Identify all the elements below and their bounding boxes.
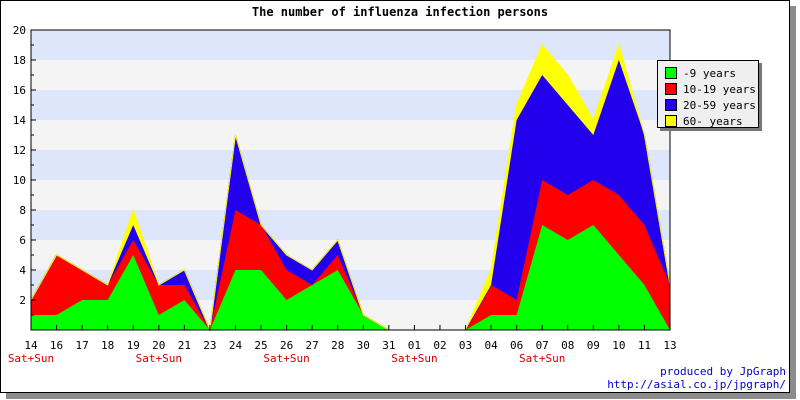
x-tick-label: 07: [536, 339, 549, 352]
x-tick-label: 21: [178, 339, 191, 352]
plot-areas: [30, 43, 671, 332]
x-tick-label: 17: [75, 339, 88, 352]
y-tick-label: 14: [13, 114, 27, 127]
x-tick-label: 03: [459, 339, 472, 352]
series-line-3: [30, 43, 671, 332]
x-tick-label: 28: [331, 339, 344, 352]
frame-shadow-bottom: [6, 393, 796, 399]
weekend-label: Sat+Sun: [519, 352, 565, 365]
x-tick-label: 30: [357, 339, 370, 352]
y-tick-label: 6: [19, 234, 26, 247]
credit-url: http://asial.co.jp/jpgraph/: [607, 378, 786, 391]
weekend-label: Sat+Sun: [136, 352, 182, 365]
legend-swatch: [665, 99, 677, 111]
weekend-label: Sat+Sun: [391, 352, 437, 365]
y-tick-label: 16: [13, 84, 26, 97]
legend: -9 years 10-19 years 20-59 years 60- years: [657, 60, 759, 128]
weekend-label: Sat+Sun: [263, 352, 309, 365]
x-tick-label: 01: [408, 339, 421, 352]
frame-shadow-right: [790, 6, 796, 399]
legend-swatch: [665, 115, 677, 127]
x-tick-label: 26: [280, 339, 293, 352]
legend-swatch: [665, 67, 677, 79]
x-tick-label: 27: [306, 339, 319, 352]
x-axis: 14 16 17 18 19 20 21 23 24 25 26 27 28 30 31 01 02 03 04 06…: [8, 325, 677, 365]
series-area-0: [31, 225, 670, 330]
y-axis: 2 4 6 8 10 12 14 16 18 20: [13, 24, 36, 316]
x-tick-label: 19: [127, 339, 140, 352]
legend-label: 60- years: [683, 114, 743, 128]
series-area-1: [31, 180, 670, 330]
x-tick-label: 23: [203, 339, 216, 352]
y-tick-label: 12: [13, 144, 26, 157]
x-tick-label: 02: [433, 339, 446, 352]
plot-band: [31, 30, 670, 60]
y-tick-label: 10: [13, 174, 26, 187]
x-tick-label: 04: [484, 339, 498, 352]
chart-title: The number of influenza infection person…: [252, 5, 548, 19]
x-tick-label: 25: [254, 339, 267, 352]
x-tick-label: 20: [152, 339, 165, 352]
legend-label: 20-59 years: [683, 98, 756, 112]
legend-swatch: [665, 83, 677, 95]
x-tick-label: 11: [638, 339, 651, 352]
weekend-label: Sat+Sun: [8, 352, 54, 365]
legend-item: 60- years: [658, 113, 758, 129]
credit-produced-by: produced by JpGraph: [660, 365, 786, 378]
x-tick-label: 31: [382, 339, 395, 352]
x-tick-label: 18: [101, 339, 114, 352]
y-tick-label: 8: [19, 204, 26, 217]
x-tick-label: 24: [229, 339, 243, 352]
legend-label: 10-19 years: [683, 82, 756, 96]
x-tick-label: 16: [50, 339, 63, 352]
y-tick-label: 18: [13, 54, 26, 67]
y-tick-label: 4: [19, 264, 26, 277]
x-tick-label: 14: [24, 339, 38, 352]
series-area-2: [31, 60, 670, 330]
x-tick-label: 08: [561, 339, 574, 352]
legend-item: 10-19 years: [658, 81, 758, 97]
x-tick-label: 13: [663, 339, 676, 352]
y-tick-label: 2: [19, 294, 26, 307]
x-tick-label: 10: [612, 339, 625, 352]
x-tick-label: 06: [510, 339, 523, 352]
legend-label: -9 years: [683, 66, 736, 80]
legend-item: -9 years: [658, 65, 758, 81]
y-tick-label: 20: [13, 24, 26, 37]
legend-item: 20-59 years: [658, 97, 758, 113]
x-tick-label: 09: [587, 339, 600, 352]
